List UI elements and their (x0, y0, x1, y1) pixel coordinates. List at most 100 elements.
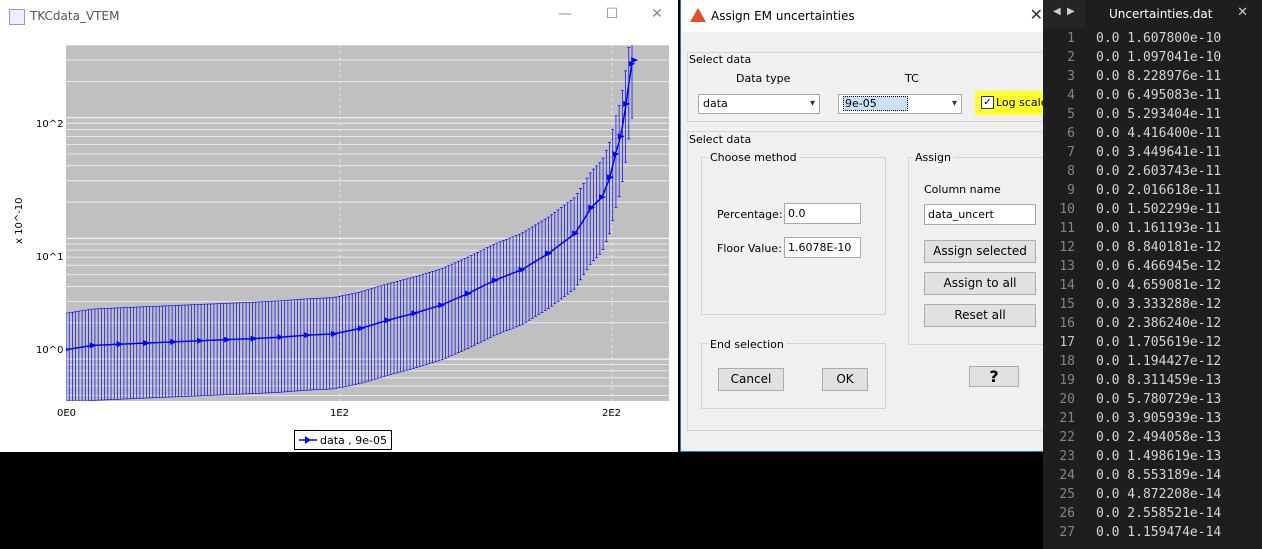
code-line: 0.0 1.097041e-10 (1096, 50, 1222, 65)
scroll-right-icon[interactable]: ▶ (1067, 6, 1075, 17)
code-line: 0.0 6.466945e-12 (1096, 259, 1222, 274)
reset-all-button[interactable]: Reset all (924, 304, 1036, 327)
code-line: 0.0 1.194427e-12 (1096, 354, 1222, 369)
code-line: 0.0 8.311459e-13 (1096, 373, 1222, 388)
code-line: 0.0 3.333288e-12 (1096, 297, 1222, 312)
cancel-button[interactable]: Cancel (718, 368, 784, 391)
end-selection-heading: End selection (708, 338, 786, 351)
dialog-title: Assign EM uncertainties (711, 9, 855, 23)
data-point-marker (304, 332, 312, 339)
error-bars (66, 45, 634, 401)
chart-legend[interactable]: data , 9e-05 (294, 430, 392, 450)
data-point-marker (223, 336, 231, 343)
data-point-marker (599, 194, 606, 201)
help-button[interactable]: ? (969, 366, 1019, 387)
x-tick-label: 2E2 (602, 408, 622, 419)
line-number: 16 (1059, 316, 1075, 331)
code-line: 0.0 3.449641e-11 (1096, 145, 1222, 160)
code-line: 0.0 8.553189e-14 (1096, 468, 1222, 483)
floor-value-label: Floor Value: (717, 242, 782, 255)
code-line: 0.0 1.502299e-11 (1096, 202, 1222, 217)
line-number: 14 (1059, 278, 1075, 293)
x-tick-label: 1E2 (330, 408, 350, 419)
text-editor: ◀ ▶ Uncertainties.dat ✕ 1 2 3 4 5 6 7 8 9 10 11 12 1… (1043, 0, 1262, 549)
close-icon[interactable]: ✕ (1029, 5, 1043, 24)
data-point-marker (607, 174, 615, 181)
plot-window-titlebar[interactable]: TKCdata_VTEM — ☐ ✕ (0, 0, 678, 32)
data-point-marker (617, 133, 625, 140)
data-point-marker (612, 151, 620, 158)
percentage-input[interactable]: 0.0 (784, 203, 861, 224)
x-tick-label: 0E0 (57, 408, 77, 419)
minimize-icon[interactable]: — (558, 6, 572, 22)
plot-window: TKCdata_VTEM — ☐ ✕ x 10^-10 10^0 10^1 10… (0, 0, 678, 452)
ok-button[interactable]: OK (822, 368, 868, 391)
line-number: 18 (1059, 354, 1075, 369)
choose-method-panel (701, 157, 886, 315)
code-line: 0.0 2.386240e-12 (1096, 316, 1222, 331)
line-number: 11 (1059, 221, 1075, 236)
column-name-input[interactable]: data_uncert (924, 204, 1036, 225)
line-number: 4 (1067, 88, 1075, 103)
data-point-marker (631, 57, 639, 64)
plot-background (66, 45, 669, 401)
close-icon[interactable]: ✕ (1237, 5, 1248, 20)
maximize-icon[interactable]: ☐ (605, 6, 619, 22)
line-number: 10 (1059, 202, 1075, 217)
code-line: 0.0 3.905939e-13 (1096, 411, 1222, 426)
assign-heading: Assign (913, 151, 953, 164)
data-point-marker (411, 310, 419, 317)
data-point-marker (491, 277, 499, 284)
line-number: 6 (1067, 126, 1075, 141)
line-number: 21 (1059, 411, 1075, 426)
data-type-label: Data type (736, 72, 791, 85)
editor-tab[interactable]: Uncertainties.dat ✕ (1085, 0, 1262, 28)
line-number: 26 (1059, 506, 1075, 521)
code-line: 0.0 2.016618e-11 (1096, 183, 1222, 198)
select-data-heading: Select data (689, 53, 752, 66)
data-point-marker (357, 325, 365, 332)
assign-dialog: Assign EM uncertainties ✕ Select data Da… (680, 0, 1054, 452)
data-point-marker (89, 342, 97, 349)
assign-to-all-button[interactable]: Assign to all (924, 272, 1036, 295)
data-point-marker (331, 330, 338, 337)
line-number: 2 (1067, 50, 1075, 65)
code-line: 0.0 1.159474e-14 (1096, 525, 1222, 540)
code-line: 0.0 8.840181e-12 (1096, 240, 1222, 255)
end-selection-panel (701, 343, 886, 409)
data-type-value: data (703, 97, 728, 110)
line-number: 12 (1059, 240, 1075, 255)
dialog-titlebar[interactable]: Assign EM uncertainties ✕ (681, 0, 1053, 32)
editor-tab-bar: ◀ ▶ Uncertainties.dat ✕ (1043, 0, 1262, 28)
line-number: 8 (1067, 164, 1075, 179)
data-point-marker (628, 60, 636, 67)
line-number: 15 (1059, 297, 1075, 312)
data-point-marker (623, 100, 631, 107)
tab-filename: Uncertainties.dat (1109, 7, 1213, 21)
data-point-marker (277, 334, 285, 341)
data-point-marker (66, 347, 70, 352)
y-axis-label: x 10^-10 (14, 197, 25, 244)
scroll-left-icon[interactable]: ◀ (1053, 6, 1061, 17)
plot-axes[interactable] (66, 45, 669, 401)
assign-selected-button[interactable]: Assign selected (924, 240, 1036, 263)
percentage-label: Percentage: (717, 208, 783, 221)
series-line (66, 62, 633, 351)
log-scale-checkbox[interactable]: ✓ Log scale (975, 91, 1051, 115)
tc-select[interactable]: 9e-05 ▾ (838, 94, 962, 114)
data-point-marker (197, 337, 204, 344)
horizontal-gridlines (66, 45, 669, 396)
data-point-marker (518, 266, 526, 273)
data-type-select[interactable]: data ▾ (698, 94, 820, 114)
close-icon[interactable]: ✕ (651, 6, 663, 22)
code-line: 0.0 1.498619e-13 (1096, 449, 1222, 464)
data-point-marker (438, 302, 446, 309)
y-tick-label: 10^1 (36, 252, 64, 263)
floor-value-input[interactable]: 1.6078E-10 (784, 237, 861, 258)
legend-label: data , 9e-05 (320, 433, 387, 447)
matlab-icon (690, 8, 706, 22)
code-line: 0.0 4.416400e-11 (1096, 126, 1222, 141)
code-line: 0.0 5.293404e-11 (1096, 107, 1222, 122)
y-tick-label: 10^2 (36, 119, 64, 130)
line-number: 19 (1059, 373, 1075, 388)
